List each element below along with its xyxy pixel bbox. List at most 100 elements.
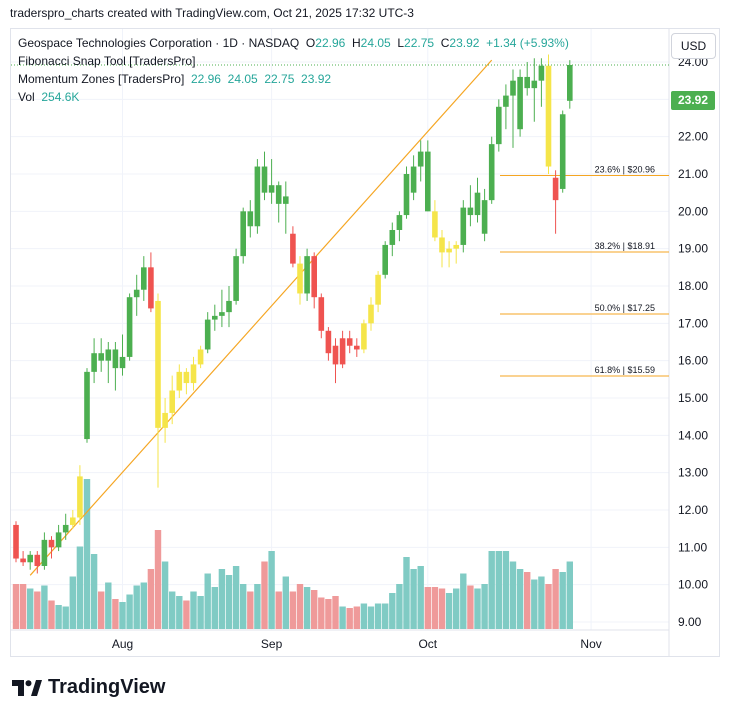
low-value: 22.75 <box>404 36 435 50</box>
volume-bar <box>424 587 431 629</box>
volume-bar <box>247 591 254 629</box>
candle-body <box>531 80 538 89</box>
volume-bar <box>147 569 155 629</box>
currency-button[interactable]: USD <box>671 33 716 59</box>
volume-bar <box>417 566 424 629</box>
chart-caption: traderspro_charts created with TradingVi… <box>10 6 414 20</box>
candle-body <box>538 65 545 81</box>
y-tick-label: 13.00 <box>678 466 708 480</box>
volume-bar <box>98 591 105 629</box>
candle-body <box>105 349 112 361</box>
candle-body <box>275 185 282 204</box>
x-tick-label: Aug <box>112 637 133 651</box>
volume-bar <box>154 530 162 629</box>
volume-bar <box>311 590 318 629</box>
open-label: O <box>305 36 316 50</box>
y-tick-label: 21.00 <box>678 167 708 181</box>
candle-body <box>467 207 474 216</box>
candle-body <box>126 297 133 357</box>
candle-body <box>283 196 289 204</box>
candle-body <box>510 80 516 96</box>
candle-body <box>559 114 566 189</box>
volume-bar <box>289 591 297 629</box>
tradingview-logo[interactable]: TradingView <box>12 676 165 699</box>
volume-bar <box>62 606 69 629</box>
volume-bar <box>126 594 133 629</box>
symbol-name[interactable]: Geospace Technologies Corporation · 1D ·… <box>18 36 300 50</box>
trend-line <box>29 59 493 576</box>
candle-body <box>112 349 119 369</box>
y-tick-label: 11.00 <box>678 540 707 554</box>
volume-bar <box>261 561 268 629</box>
volume-bar <box>502 551 510 629</box>
candle-body <box>119 356 126 369</box>
candle-body <box>403 174 410 216</box>
volume-bar <box>445 593 453 629</box>
candle-body <box>261 166 268 193</box>
candle-body <box>346 338 353 346</box>
candle-body <box>503 95 509 107</box>
fib-indicator-row[interactable]: Fibonacci Snap Tool [TradersPro] <box>18 52 569 70</box>
momentum-indicator-name[interactable]: Momentum Zones [TradersPro] <box>18 72 185 86</box>
volume-bar <box>275 591 282 629</box>
volume-bar <box>396 584 403 629</box>
momentum-indicator-row[interactable]: Momentum Zones [TradersPro] 22.96 24.05 … <box>18 70 569 88</box>
volume-bar <box>19 584 27 629</box>
volume-bar <box>545 584 552 629</box>
y-tick-label: 16.00 <box>678 354 708 368</box>
low-label: L <box>397 36 405 50</box>
candle-body <box>361 323 367 350</box>
volume-bar <box>460 573 467 629</box>
volume-bar <box>474 588 481 629</box>
fib-indicator-name[interactable]: Fibonacci Snap Tool [TradersPro] <box>18 54 196 68</box>
candle-body <box>20 558 26 563</box>
volume-bar <box>332 596 339 629</box>
candle-body <box>460 207 467 245</box>
volume-bar <box>431 587 439 629</box>
volume-bar <box>389 593 396 629</box>
y-tick-label: 19.00 <box>678 242 708 256</box>
volume-bar <box>566 561 573 629</box>
candle-body <box>77 476 83 518</box>
candle-body <box>332 345 339 365</box>
volume-bar <box>169 591 176 629</box>
candle-body <box>311 256 317 298</box>
candle-body <box>62 524 69 533</box>
momentum-values: 22.96 24.05 22.75 23.92 <box>190 72 332 86</box>
candle-body <box>268 185 275 193</box>
volume-label[interactable]: Vol <box>18 90 35 104</box>
candle-body <box>304 256 310 294</box>
high-label: H <box>351 36 361 50</box>
candle-body <box>368 304 374 324</box>
close-value: 23.92 <box>449 36 480 50</box>
y-tick-label: 17.00 <box>678 316 708 330</box>
volume-bar <box>268 551 275 629</box>
volume-bar <box>76 546 84 629</box>
x-tick-label: Oct <box>418 637 437 651</box>
candle-body <box>410 166 417 193</box>
volume-indicator-row[interactable]: Vol 254.6K <box>18 88 569 106</box>
volume-bar <box>303 587 311 629</box>
tradingview-logo-icon <box>12 679 42 696</box>
y-tick-label: 20.00 <box>678 204 708 218</box>
volume-bar <box>176 596 183 629</box>
candle-body <box>70 517 76 525</box>
fib-level-label: 61.8% | $15.59 <box>595 365 655 375</box>
candle-body <box>375 274 381 305</box>
candle-body <box>297 263 303 294</box>
candle-body <box>155 300 161 428</box>
candle-body <box>382 244 388 275</box>
volume-bar <box>197 596 204 629</box>
candle-body <box>204 319 211 350</box>
candle-body <box>13 524 19 559</box>
candle-body <box>84 371 90 440</box>
volume-bar <box>183 600 190 629</box>
chart-frame[interactable] <box>10 28 720 657</box>
candle-body <box>133 289 140 298</box>
candle-body <box>41 539 48 566</box>
y-tick-label: 14.00 <box>678 428 708 442</box>
volume-bar <box>69 576 76 629</box>
candle-body <box>91 353 97 372</box>
volume-bar <box>374 603 382 629</box>
